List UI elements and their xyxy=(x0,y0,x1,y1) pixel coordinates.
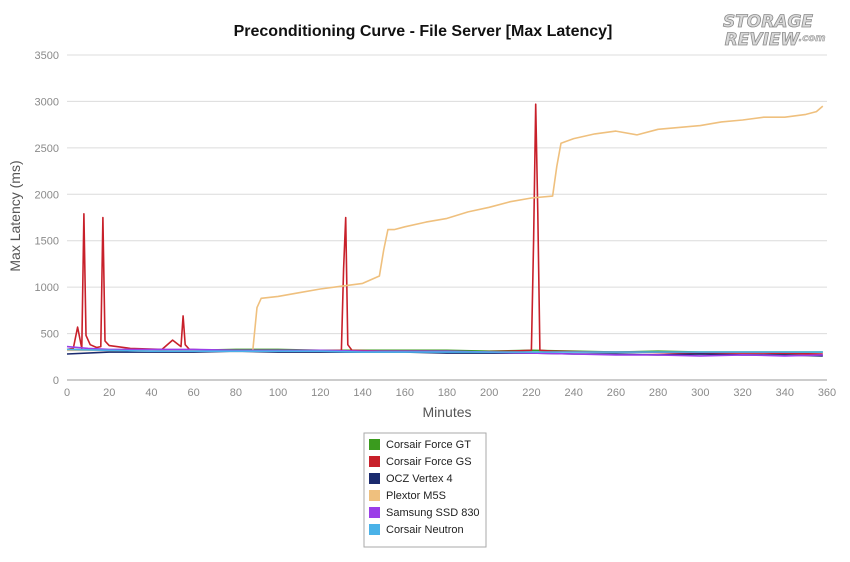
x-tick-label: 0 xyxy=(64,387,70,399)
x-tick-label: 260 xyxy=(607,387,625,399)
series-line-4 xyxy=(67,105,824,353)
x-tick-label: 160 xyxy=(396,387,414,399)
legend-swatch xyxy=(369,439,380,450)
series-line-3 xyxy=(66,350,823,357)
legend-label: Corsair Force GT xyxy=(386,439,471,451)
series-line-5 xyxy=(66,345,823,357)
legend-swatch xyxy=(369,456,380,467)
x-tick-label: 220 xyxy=(522,387,540,399)
y-tick-label: 3500 xyxy=(35,50,59,62)
x-tick-label: 20 xyxy=(103,387,115,399)
series-line-6 xyxy=(66,348,823,353)
gridlines xyxy=(67,54,827,335)
x-tick-label: 180 xyxy=(438,387,456,399)
x-tick-label: 60 xyxy=(188,387,200,399)
x-tick-label: 200 xyxy=(480,387,498,399)
x-tick-label: 320 xyxy=(733,387,751,399)
x-tick-label: 240 xyxy=(564,387,582,399)
x-tick-label: 340 xyxy=(776,387,794,399)
legend-swatch xyxy=(369,490,380,501)
x-tick-label: 120 xyxy=(311,387,329,399)
legend-label: OCZ Vertex 4 xyxy=(386,473,453,485)
y-axis-title: Max Latency (ms) xyxy=(7,160,23,271)
x-axis-ticks: 0 20 40 60 80 100 120 140 160 180 200 220 240 260 280 3… xyxy=(64,387,836,399)
legend-swatch xyxy=(369,473,380,484)
legend-swatch xyxy=(369,507,380,518)
x-tick-label: 360 xyxy=(818,387,836,399)
x-tick-label: 40 xyxy=(145,387,157,399)
legend-label: Plextor M5S xyxy=(386,490,446,502)
y-tick-label: 500 xyxy=(41,329,59,341)
y-tick-label: 2000 xyxy=(35,189,59,201)
x-tick-label: 140 xyxy=(353,387,371,399)
chart-title: Preconditioning Curve - File Server [Max… xyxy=(234,23,613,40)
logo-suffix: .com xyxy=(798,33,825,44)
legend-label: Corsair Force GS xyxy=(386,456,472,468)
x-tick-label: 280 xyxy=(649,387,667,399)
series-line-2 xyxy=(66,103,823,355)
y-tick-label: 0 xyxy=(53,375,59,387)
x-axis-title: Minutes xyxy=(422,404,471,420)
y-tick-label: 3000 xyxy=(35,96,59,108)
x-tick-label: 80 xyxy=(230,387,242,399)
legend-label: Corsair Neutron xyxy=(386,524,464,536)
y-axis-ticks: 0 500 1000 1500 2000 2500 3000 3500 xyxy=(35,50,59,387)
y-tick-label: 1000 xyxy=(35,282,59,294)
logo-line-1: STORAGE xyxy=(723,12,813,32)
legend-swatch xyxy=(369,524,380,535)
legend-box xyxy=(363,432,487,548)
series-layer xyxy=(66,103,824,357)
legend: Corsair Force GT Corsair Force GS OCZ Vert… xyxy=(363,432,487,548)
y-tick-label: 1500 xyxy=(35,236,59,248)
legend-label: Samsung SSD 830 xyxy=(386,507,480,519)
y-tick-label: 2500 xyxy=(35,143,59,155)
x-tick-label: 100 xyxy=(269,387,287,399)
x-tick-label: 300 xyxy=(691,387,709,399)
storagereview-logo: STORAGE REVIEW .com xyxy=(723,12,826,51)
logo-line-2: REVIEW xyxy=(725,30,801,50)
